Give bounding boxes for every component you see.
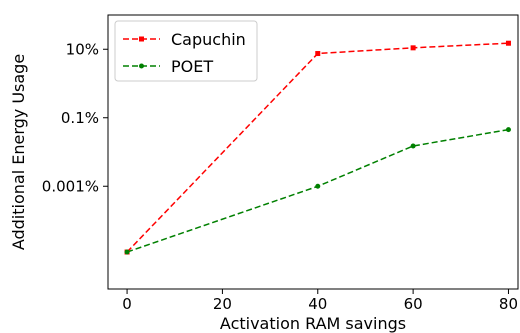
y-tick-label: 0.001% [42,177,99,195]
x-tick-label: 0 [122,295,132,313]
axes [103,14,519,294]
series-markers [124,40,511,255]
tick-labels: 0204060801000%10%0.1%0.001% [42,40,518,313]
y-tick-label: 10% [66,40,99,58]
x-tick-label: 60 [404,295,423,313]
point-poet [410,143,416,149]
series-line-poet [126,128,509,253]
series-line-capuchin [126,42,509,253]
y-tick-label: 0.1% [61,109,99,127]
x-tick-label: 20 [213,295,232,313]
legend-marker-poet [139,63,144,69]
legend: Capuchin POET [114,20,258,82]
legend-label-capuchin: Capuchin [171,30,246,49]
x-tick-label: 80 [499,295,518,313]
point-capuchin [315,51,321,57]
point-capuchin [410,45,416,51]
series-lines [126,42,509,253]
point-poet [124,249,130,255]
legend-label-poet: POET [171,57,213,76]
point-poet [505,127,511,133]
point-poet [315,183,321,189]
legend-marker-capuchin [139,36,144,42]
x-tick-label: 40 [308,295,327,313]
y-axis-label: Additional Energy Usage [9,54,28,250]
x-axis-label: Activation RAM savings [220,314,406,333]
point-capuchin [505,40,511,46]
plot-frame [107,14,519,290]
